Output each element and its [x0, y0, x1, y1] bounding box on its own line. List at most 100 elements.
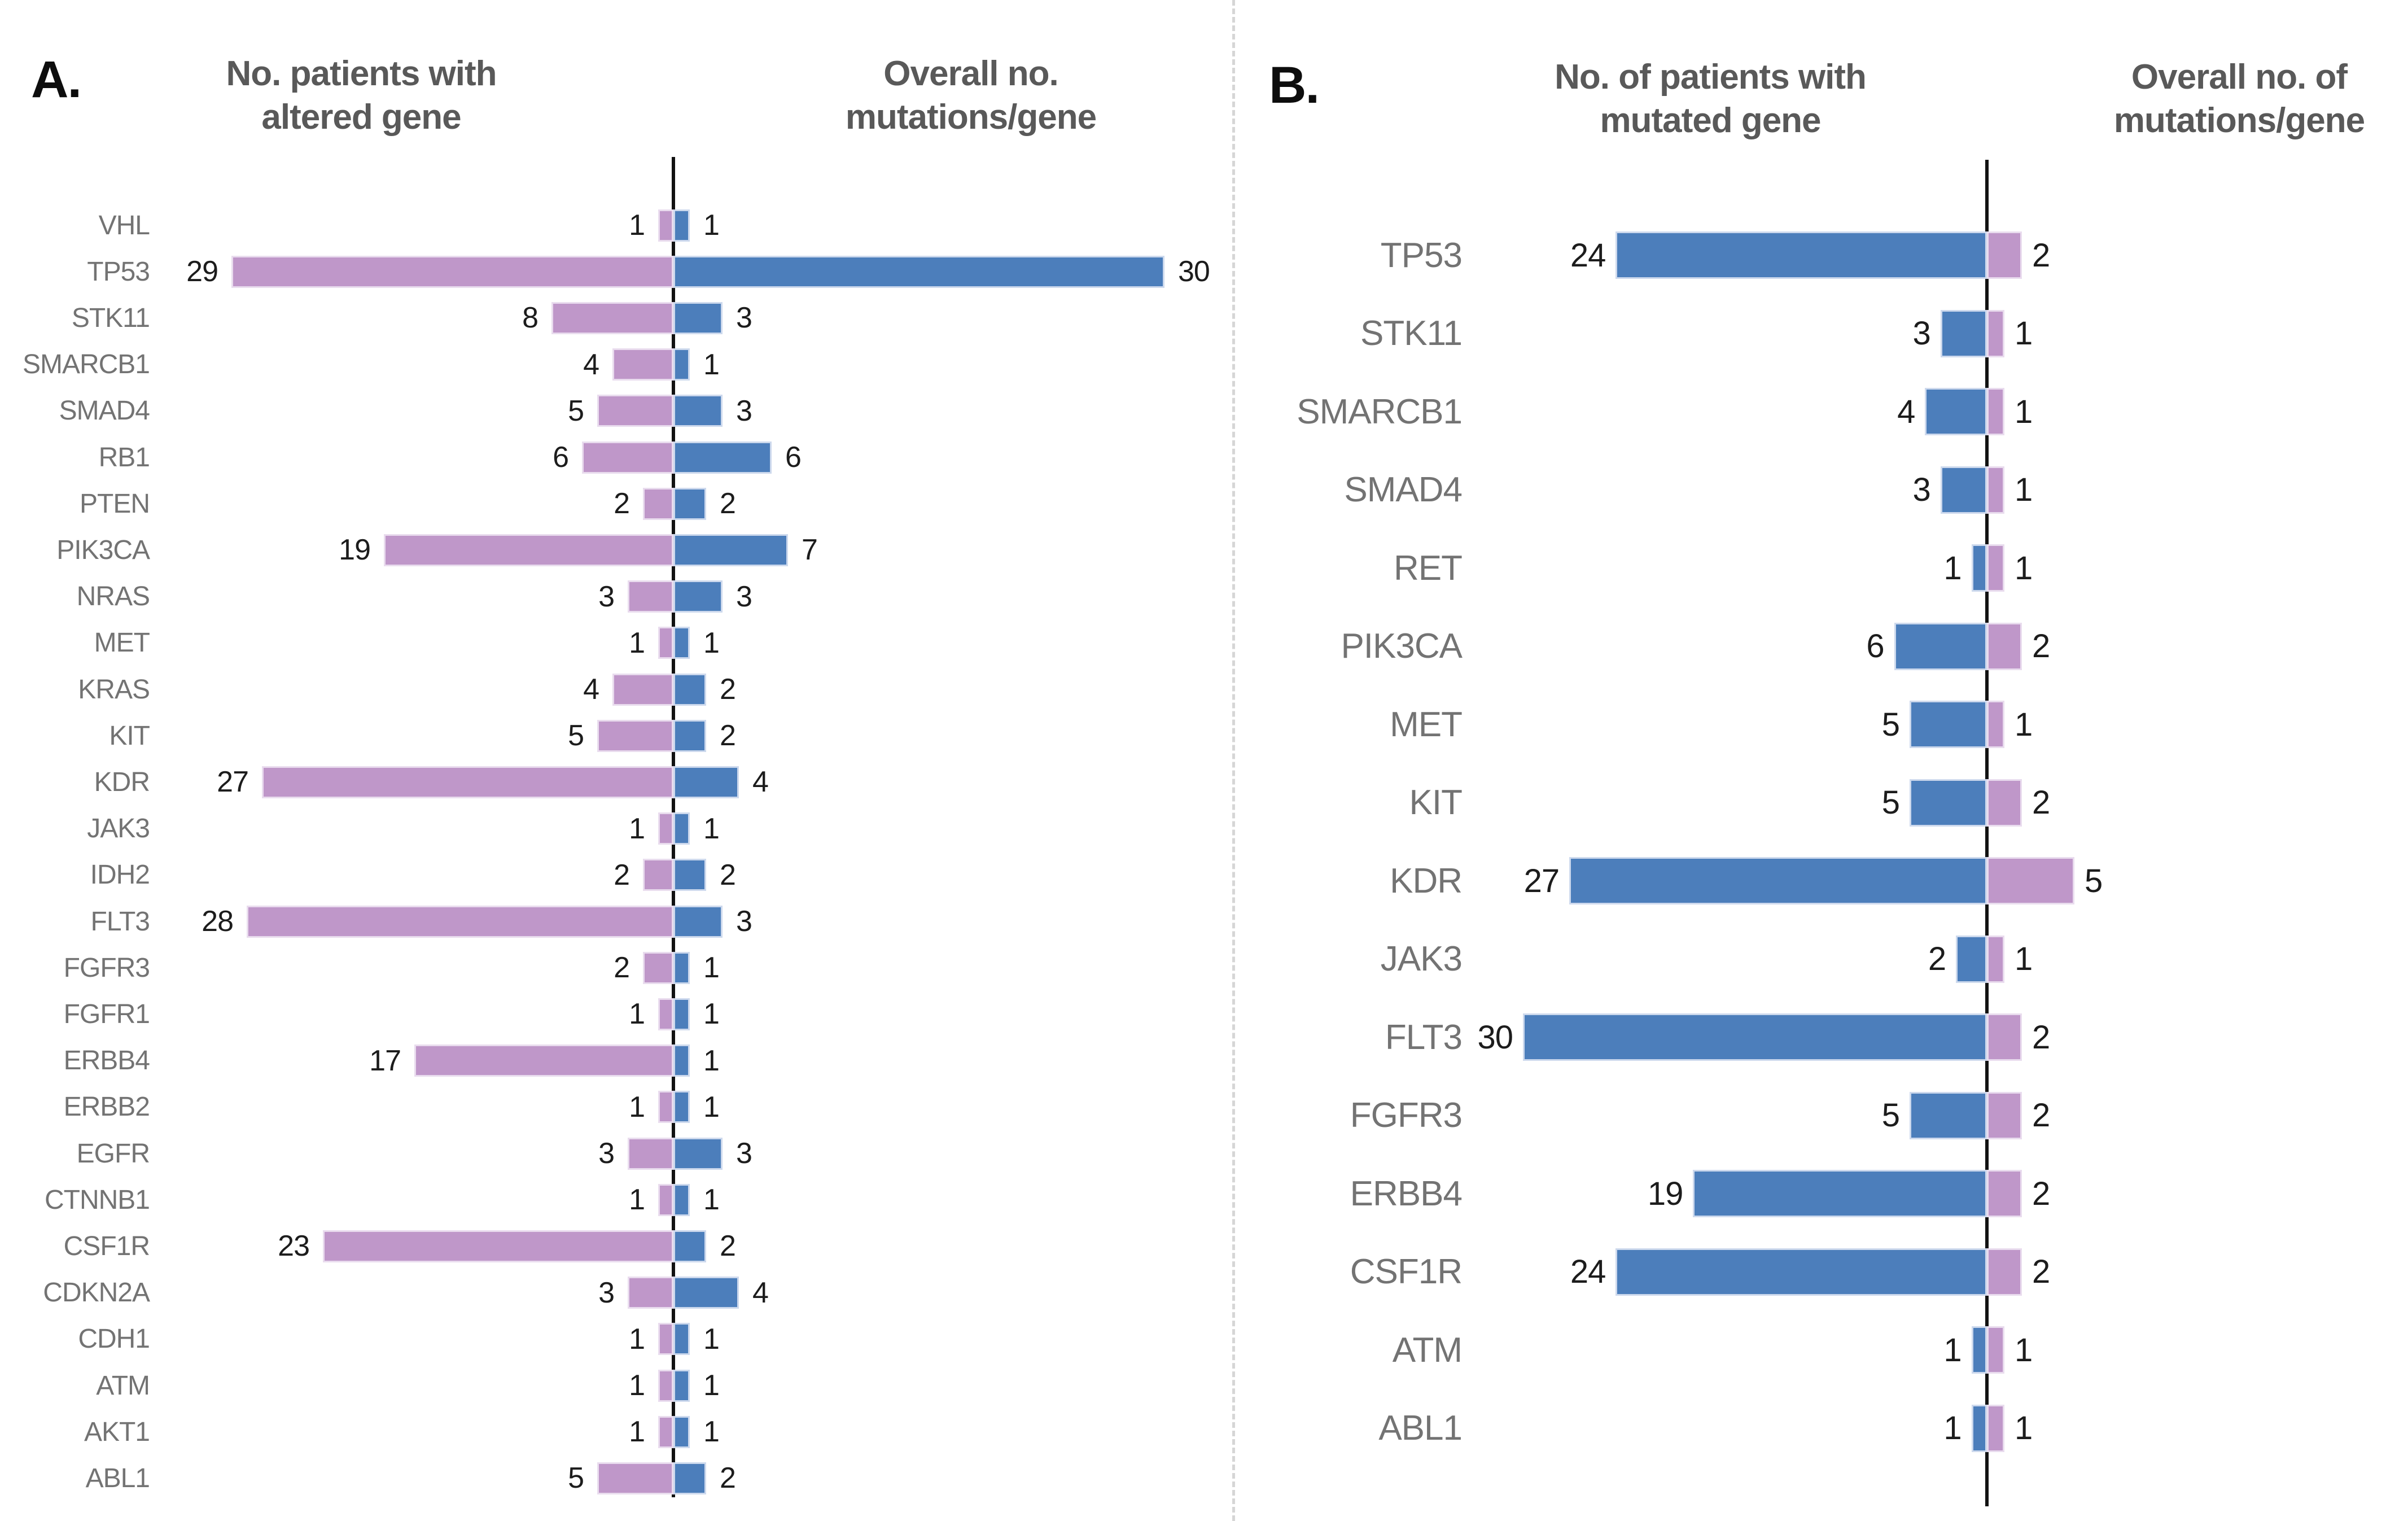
left-value-label: 5 [568, 394, 584, 427]
right-value-label: 2 [720, 673, 736, 706]
right-value-label: 1 [2015, 315, 2033, 352]
left-value-label: 1 [629, 626, 645, 659]
right-bar [673, 580, 723, 613]
right-value-label: 4 [752, 766, 769, 799]
right-value-label: 1 [703, 951, 720, 985]
left-bar [628, 1137, 673, 1170]
left-bar [1956, 935, 1987, 983]
left-bar [582, 441, 673, 474]
left-value-label: 2 [614, 487, 630, 521]
right-bar [673, 627, 690, 659]
right-value-label: 1 [2015, 1410, 2033, 1446]
right-bar [1987, 1013, 2022, 1061]
right-value-label: 2 [2032, 1253, 2050, 1290]
left-bar [658, 209, 673, 242]
left-bar [1910, 1091, 1987, 1139]
left-bar [658, 1091, 673, 1124]
right-value-label: 4 [752, 1276, 769, 1309]
left-value-label: 8 [522, 301, 538, 335]
right-bar [1987, 466, 2004, 514]
right-value-label: 3 [736, 905, 752, 938]
left-value-label: 24 [1570, 1253, 1606, 1290]
left-value-label: 5 [1881, 706, 1900, 743]
left-bar [658, 627, 673, 659]
left-value-label: 2 [614, 858, 630, 891]
right-bar [1987, 544, 2004, 592]
left-value-label: 1 [629, 1322, 645, 1356]
left-value-label: 3 [598, 580, 615, 613]
right-bar [673, 1369, 690, 1402]
right-value-label: 3 [736, 394, 752, 427]
left-bar [658, 812, 673, 845]
left-bar [1910, 701, 1987, 748]
right-bar [1987, 388, 2004, 435]
left-value-label: 1 [629, 1369, 645, 1402]
left-bar [597, 719, 673, 752]
gene-label: CSF1R [1350, 1252, 1463, 1291]
left-bar [628, 580, 673, 613]
right-value-label: 6 [785, 441, 802, 474]
left-bar [1940, 466, 1987, 514]
left-bar [384, 534, 673, 566]
right-value-label: 1 [703, 209, 720, 242]
right-value-label: 2 [720, 1230, 736, 1263]
gene-label: KRAS [78, 674, 150, 705]
left-bar [262, 766, 673, 798]
gene-label: CDKN2A [43, 1278, 150, 1308]
right-value-label: 1 [2015, 1331, 2033, 1369]
left-bar [658, 1183, 673, 1216]
left-value-label: 4 [1897, 393, 1915, 430]
right-bar [673, 1323, 690, 1356]
left-bar [1569, 857, 1987, 904]
left-bar [658, 1323, 673, 1356]
right-value-label: 2 [2032, 628, 2050, 665]
gene-label: KDR [1390, 861, 1463, 901]
left-value-label: 1 [629, 1183, 645, 1217]
right-value-label: 1 [2015, 706, 2033, 743]
left-value-label: 5 [1881, 784, 1900, 821]
right-value-label: 1 [703, 1090, 720, 1124]
left-value-label: 2 [614, 951, 630, 985]
gene-label: TP53 [87, 256, 150, 287]
gene-label: CTNNB1 [44, 1185, 150, 1215]
left-value-label: 30 [1477, 1019, 1513, 1056]
panel-b-left-axis-title: No. of patients with mutated gene [1555, 58, 1867, 140]
left-value-label: 29 [186, 255, 218, 289]
right-bar [1987, 622, 2022, 670]
left-value-label: 3 [1912, 471, 1931, 508]
left-value-label: 1 [1943, 549, 1962, 587]
right-value-label: 1 [2015, 393, 2033, 430]
left-bar [597, 1462, 673, 1494]
gene-label: ERBB2 [63, 1092, 150, 1122]
right-value-label: 1 [2015, 549, 2033, 587]
gene-label: ERBB4 [63, 1046, 150, 1076]
gene-label: STK11 [71, 303, 150, 333]
left-bar [643, 859, 673, 891]
right-bar [673, 1091, 690, 1124]
left-bar [231, 255, 673, 288]
gene-label: VHL [98, 210, 150, 241]
right-value-label: 3 [736, 1137, 752, 1170]
right-value-label: 2 [2032, 1019, 2050, 1056]
left-bar [414, 1044, 673, 1077]
right-value-label: 1 [2015, 471, 2033, 508]
left-value-label: 19 [1647, 1175, 1684, 1212]
right-value-label: 2 [2032, 1097, 2050, 1134]
right-value-label: 1 [703, 1369, 720, 1402]
gene-label: NRAS [76, 582, 150, 612]
right-bar [673, 348, 690, 381]
left-bar [1910, 779, 1987, 827]
left-value-label: 1 [629, 209, 645, 242]
right-value-label: 5 [2085, 862, 2103, 899]
panel-a-left-axis-title: No. patients with altered gene [226, 54, 497, 137]
right-value-label: 1 [703, 812, 720, 845]
left-bar [643, 487, 673, 520]
right-value-label: 30 [1178, 255, 1210, 289]
right-value-label: 2 [2032, 1175, 2050, 1212]
panel-a-right-axis-title: Overall no. mutations/gene [845, 54, 1097, 137]
right-bar [1987, 701, 2004, 748]
gene-label: FGFR1 [63, 999, 150, 1029]
right-bar [1987, 1248, 2022, 1296]
